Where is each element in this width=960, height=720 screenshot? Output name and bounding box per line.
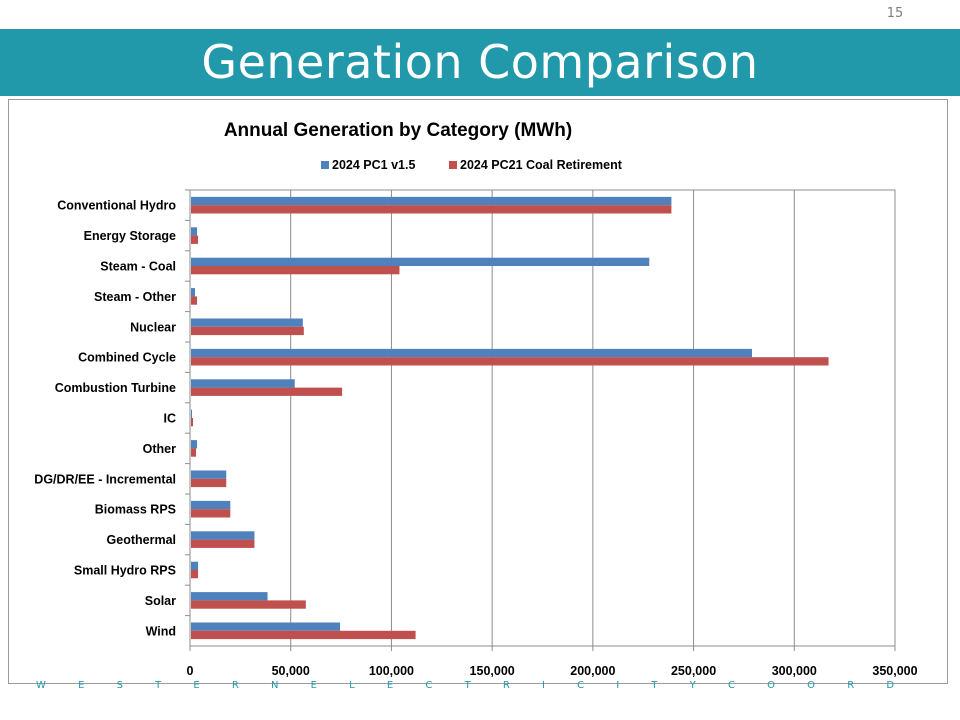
bar-series-2 — [191, 509, 231, 518]
chart-title: Annual Generation by Category (MWh) — [224, 120, 572, 141]
x-tick-label: 300,000 — [772, 664, 817, 678]
category-label: Geothermal — [107, 533, 176, 547]
category-label: Energy Storage — [84, 229, 176, 243]
x-tick-label: 100,000 — [369, 664, 414, 678]
title-band: Generation Comparison — [0, 29, 960, 96]
bar-series-1 — [191, 227, 198, 236]
slide-title: Generation Comparison — [201, 35, 759, 89]
bar-series-1 — [191, 379, 295, 388]
x-tick-label: 150,000 — [470, 664, 515, 678]
bar-series-2 — [191, 205, 672, 214]
bar-series-2 — [191, 266, 400, 275]
bar-chart: Annual Generation by Category (MWh) 2024 … — [34, 120, 917, 678]
bar-series-1 — [191, 409, 193, 418]
bar-series-2 — [191, 418, 194, 427]
x-tick-label: 350,000 — [872, 664, 917, 678]
x-tick-label: 0 — [187, 664, 194, 678]
bar-series-2 — [191, 630, 416, 640]
bar-series-1 — [191, 531, 255, 540]
bar-series-2 — [191, 448, 197, 457]
category-label: Steam - Other — [94, 290, 176, 304]
category-label: Biomass RPS — [95, 503, 176, 517]
legend-label-1: 2024 PC1 v1.5 — [332, 158, 415, 172]
category-label: DG/DR/EE - Incremental — [34, 472, 176, 486]
category-label: Wind — [146, 624, 176, 638]
page-number: 15 — [886, 6, 904, 21]
category-label: Conventional Hydro — [57, 199, 176, 213]
chart-frame: Annual Generation by Category (MWh) 2024 … — [8, 99, 948, 684]
bar-series-2 — [191, 478, 227, 488]
bar-series-2 — [191, 357, 829, 366]
legend-swatch-2 — [449, 161, 457, 169]
category-label: Combustion Turbine — [55, 381, 176, 395]
bar-series-2 — [191, 326, 304, 336]
bar-series-1 — [191, 622, 341, 631]
bar-series-2 — [191, 387, 343, 396]
category-label: IC — [164, 412, 177, 426]
x-tick-label: 50,000 — [272, 664, 310, 678]
bar-series-2 — [191, 539, 255, 548]
category-label: Other — [143, 442, 176, 456]
x-tick-label: 250,000 — [671, 664, 716, 678]
bar-series-1 — [191, 288, 196, 297]
bar-series-1 — [191, 257, 650, 266]
bar-series-2 — [191, 600, 306, 609]
bar-series-2 — [191, 296, 198, 305]
legend-swatch-1 — [321, 161, 329, 169]
bar-series-2 — [191, 235, 199, 244]
category-label: Solar — [145, 594, 176, 608]
bar-series-1 — [191, 318, 303, 327]
footer-text: W E S T E R N E L E C T R I C I T Y C O … — [36, 680, 916, 691]
bar-series-1 — [191, 440, 198, 449]
bar-series-1 — [191, 348, 752, 358]
category-label: Combined Cycle — [78, 351, 176, 365]
x-tick-label: 200,000 — [570, 664, 615, 678]
category-label: Nuclear — [130, 320, 176, 334]
category-label: Small Hydro RPS — [74, 564, 176, 578]
bar-series-1 — [191, 470, 227, 479]
legend-label-2: 2024 PC21 Coal Retirement — [460, 158, 623, 172]
category-label: Steam - Coal — [100, 260, 176, 274]
bar-series-1 — [191, 500, 231, 510]
bar-series-1 — [191, 592, 268, 601]
bar-series-1 — [191, 196, 672, 206]
bar-series-1 — [191, 561, 199, 570]
bar-series-2 — [191, 570, 199, 579]
